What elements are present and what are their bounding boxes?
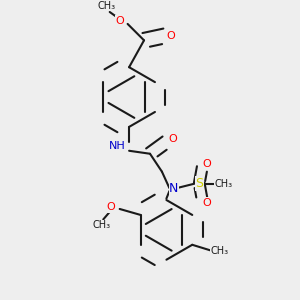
Text: O: O [202,198,211,208]
Text: NH: NH [109,141,125,151]
Text: O: O [202,159,211,169]
Text: O: O [168,134,177,144]
Text: CH₃: CH₃ [211,246,229,256]
Text: S: S [195,177,203,190]
Text: CH₃: CH₃ [93,220,111,230]
Text: O: O [106,202,115,212]
Text: O: O [116,16,124,26]
Text: CH₃: CH₃ [98,1,116,11]
Text: CH₃: CH₃ [214,178,232,189]
Text: N: N [169,182,178,195]
Text: O: O [167,31,175,41]
